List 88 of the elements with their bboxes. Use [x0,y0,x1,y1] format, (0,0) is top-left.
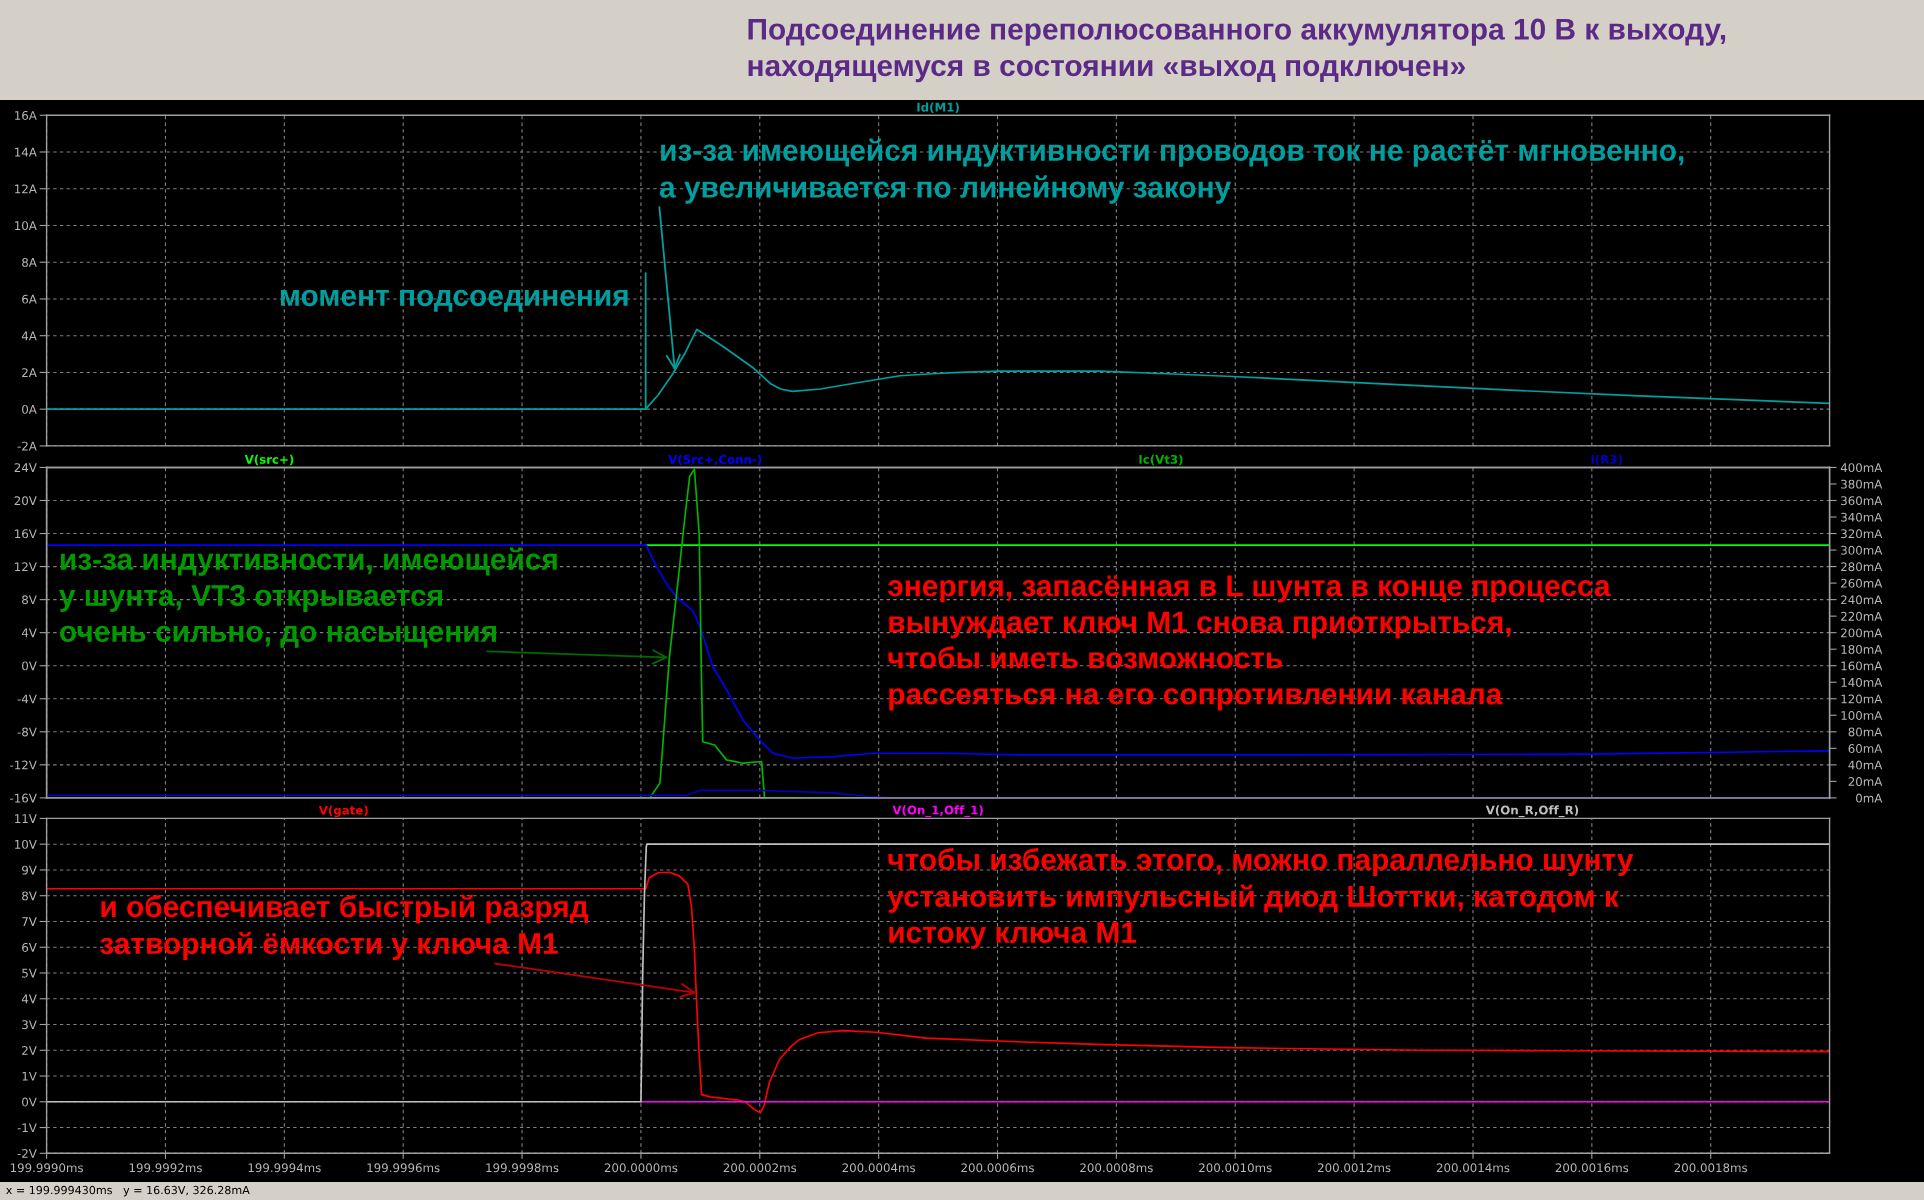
x-tick-label: 200.0010ms [1199,1163,1272,1173]
y-tick-label: 8V [22,891,37,901]
text: I(R3) [1591,454,1622,466]
x-tick-label: 200.0000ms [604,1163,678,1173]
y-tick-label: 16V [15,529,37,539]
line-series [46,544,1830,760]
y-tick-label: 1V [22,1071,37,1081]
annotation: энергия, запасённая в L шунта в конце процесса вынуждает ключ М1 снова приоткрыться, чтобы иметь возможность рассеяться на его сопротивлении канала [888,575,1611,711]
y-tick-label: -16V [10,793,37,803]
y2-tick-label: 220mA [1841,611,1883,621]
y2-tick-label: 200mA [1841,628,1883,638]
y2-tick-label: 260mA [1841,578,1883,588]
x-tick-label: 200.0004ms [842,1163,916,1173]
x-tick-label: 200.0016ms [1555,1163,1629,1173]
x-tick-label: 199.9998ms [486,1163,559,1173]
y-tick-label: 8A [22,257,37,267]
x-tick-label: 200.0012ms [1317,1163,1391,1173]
y2-tick-label: 100mA [1841,711,1883,720]
x-tick-label: 199.9996ms [367,1163,440,1173]
y-tick-label: -2V [17,1149,37,1158]
text: V(gate) [318,805,368,818]
y2-tick-label: 280mA [1841,562,1883,572]
y2-tick-label: 160mA [1841,661,1883,671]
text: Id(M1) [917,102,959,114]
y2-tick-label: 380mA [1841,479,1883,489]
y-tick-label: -12V [10,760,37,770]
text: V(src+) [244,454,294,466]
y2-tick-label: 400mA [1840,463,1883,473]
y-tick-label: 11V [15,814,37,823]
annotation: и обеспечивает быстрый разряд затворной ёмкости у ключа М1 [100,894,589,961]
y-tick-label: 0V [22,661,37,671]
y-tick-label: 4A [21,331,37,341]
y2-tick-label: 300mA [1841,545,1883,555]
y2-tick-label: 20mA [1848,777,1883,787]
x-tick-label: 199.9990ms [10,1163,84,1173]
y2-tick-label: 60mA [1848,744,1883,753]
y-tick-label: 24V [14,463,37,472]
y2-tick-label: 180mA [1841,644,1883,654]
y-tick-label: 0V [22,1097,37,1107]
y-tick-label: 6V [22,942,37,952]
y-tick-label: 2A [22,368,37,377]
y2-tick-label: 140mA [1841,677,1883,687]
x-tick-label: 200.0008ms [1080,1163,1153,1173]
text: V(Src+,Conn-) [668,454,762,466]
y-tick-label: 10A [15,221,37,231]
y2-tick-label: 40mA [1848,760,1883,770]
text: x = 199.999430ms y = 16.63V, 326.28mA [6,1185,250,1197]
y-tick-label: 4V [21,994,37,1004]
y-tick-label: -8V [17,727,37,737]
text: V(On_R,Off_R) [1485,805,1579,818]
y-tick-label: 16A [15,110,37,120]
y2-tick-label: 320mA [1841,529,1883,539]
y-tick-label: 0A [22,404,37,414]
annotation: чтобы избежать этого, можно параллельно шунту установить импульсный диод Шоттки, катодом к истоку ключа М1 [887,847,1634,949]
x-tick-label: 200.0006ms [961,1163,1034,1173]
y2-tick-label: 240mA [1841,595,1883,605]
x-tick-label: 200.0002ms [723,1163,797,1173]
y-tick-label: 12V [15,562,37,572]
annotation: из-за имеющейся индуктивности проводов ток не растёт мгновенно, а увеличивается по линейному закону [659,138,1684,204]
y-tick-label: 20V [14,496,37,506]
annotation: из-за индуктивности, имеющейся у шунта, VT3 открывается очень сильно, до насыщения [59,547,557,648]
y-tick-label: 12A [15,184,37,194]
y-tick-label: 9V [22,865,37,875]
x-tick-label: 200.0018ms [1674,1163,1748,1173]
y-tick-label: 3V [22,1020,37,1030]
y2-tick-label: 80mA [1848,727,1883,737]
x-tick-label: 199.9992ms [129,1163,202,1173]
y2-tick-label: 0mA [1856,793,1883,803]
y-tick-label: 6A [22,294,37,304]
y2-tick-label: 340mA [1841,512,1883,522]
y-tick-label: 14A [15,147,37,157]
annotation: момент подсоединения [280,289,628,312]
y-tick-label: 5V [22,968,37,978]
y-tick-label: 10V [15,839,37,849]
y-tick-label: -1V [17,1123,37,1133]
y-tick-label: -4V [17,694,37,704]
y-tick-label: 2V [22,1045,37,1055]
y-tick-label: 4V [21,628,37,638]
y-tick-label: -2A [17,441,37,451]
y-tick-label: 7V [22,917,37,926]
text: V(On_1,Off_1) [892,805,983,818]
x-tick-label: 199.9994ms [248,1163,321,1173]
y-tick-label: 8V [22,595,37,605]
text: Ic(Vt3) [1139,454,1183,466]
y2-tick-label: 120mA [1841,694,1883,704]
chart-title: Подсоединение переполюсованного аккумулятора 10 В к выходу, находящемуся в состоянии «выход подключен» [748,18,1726,83]
y2-tick-label: 360mA [1841,496,1883,506]
x-tick-label: 200.0014ms [1436,1163,1510,1173]
